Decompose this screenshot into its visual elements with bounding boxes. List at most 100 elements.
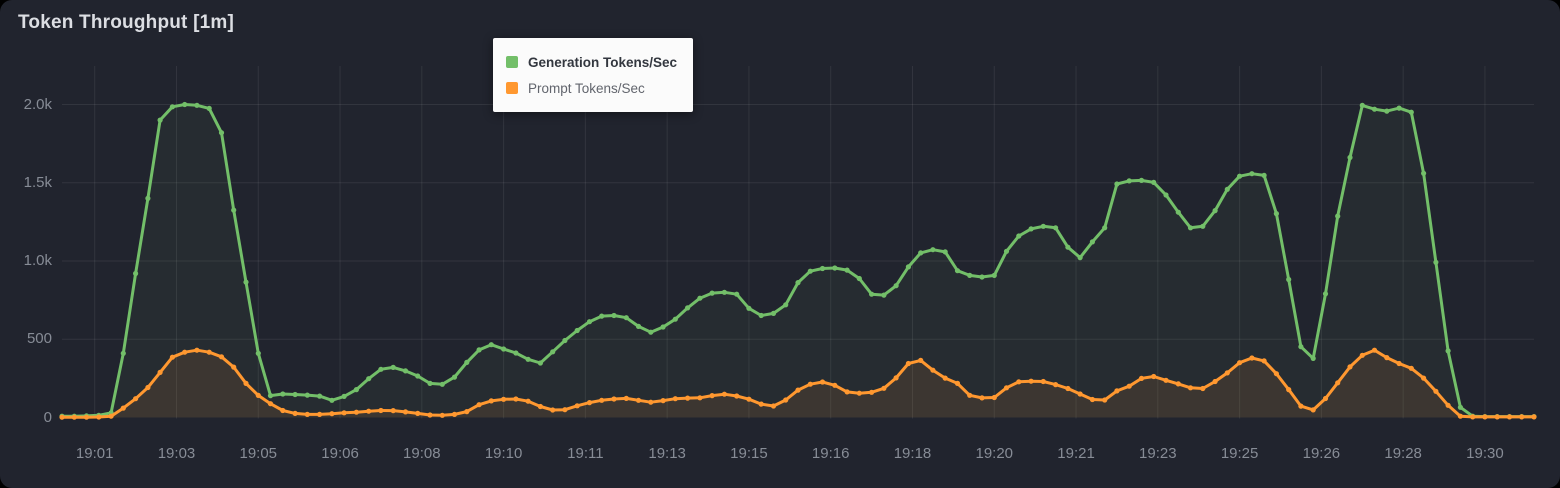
data-point	[169, 354, 175, 360]
data-point	[353, 409, 359, 415]
data-point	[611, 312, 617, 319]
data-point	[1273, 211, 1279, 217]
data-point	[1224, 186, 1230, 192]
data-point	[501, 396, 507, 402]
data-point	[1212, 208, 1218, 214]
data-point	[1053, 382, 1059, 388]
data-point	[1126, 178, 1132, 184]
data-point	[59, 414, 65, 420]
data-point	[991, 272, 997, 278]
data-point	[1138, 375, 1145, 381]
data-point	[1212, 378, 1218, 385]
data-point	[1322, 395, 1329, 402]
data-point	[770, 310, 777, 316]
data-point	[415, 410, 421, 416]
x-tick-label: 19:16	[811, 445, 850, 462]
data-point	[930, 247, 936, 253]
data-point	[451, 374, 458, 380]
data-point	[697, 395, 703, 401]
data-point	[893, 283, 899, 289]
data-point	[120, 405, 126, 411]
x-tick-label: 19:20	[975, 445, 1014, 462]
data-point	[243, 380, 249, 386]
data-point	[648, 329, 654, 335]
data-point	[660, 324, 666, 330]
data-point	[182, 349, 188, 355]
legend-series-label: Prompt Tokens/Sec	[528, 80, 645, 96]
y-tick-label: 500	[26, 330, 52, 348]
data-point	[1286, 387, 1292, 393]
data-point	[1237, 173, 1243, 179]
data-point	[1102, 397, 1108, 403]
data-point	[832, 382, 838, 388]
data-point	[169, 104, 175, 110]
y-tick-label: 2.0k	[23, 95, 52, 113]
data-point	[1531, 414, 1537, 420]
data-point	[991, 394, 997, 401]
data-point	[145, 384, 151, 391]
data-point	[1102, 225, 1108, 231]
legend-row: Prompt Tokens/Sec	[506, 75, 677, 101]
data-point	[1089, 239, 1095, 245]
x-tick-label: 19:21	[1057, 445, 1095, 462]
data-point	[869, 389, 875, 395]
data-point	[1445, 402, 1451, 408]
data-point	[292, 391, 298, 398]
data-point	[1089, 396, 1095, 403]
data-point	[206, 105, 212, 111]
data-point	[979, 274, 985, 280]
data-point	[1359, 102, 1365, 108]
data-point	[930, 367, 936, 373]
data-point	[194, 102, 200, 108]
data-point	[1016, 233, 1022, 239]
data-point	[905, 264, 912, 270]
x-tick-label: 19:11	[567, 445, 604, 462]
data-point	[513, 396, 519, 402]
grid-lines	[62, 66, 1534, 419]
data-point	[71, 414, 77, 420]
data-point	[1114, 181, 1120, 187]
data-point	[1494, 414, 1500, 420]
data-point	[844, 267, 850, 273]
legend-color-swatch-icon	[506, 56, 518, 68]
data-point	[635, 323, 642, 329]
data-point	[1347, 154, 1353, 161]
data-point	[819, 265, 826, 272]
data-point	[1138, 177, 1145, 183]
data-point	[550, 407, 556, 413]
data-point	[599, 397, 605, 403]
data-point	[390, 408, 396, 414]
data-point	[341, 410, 347, 416]
data-point	[1151, 373, 1157, 380]
data-point	[1408, 365, 1414, 371]
data-point	[304, 392, 310, 398]
data-point	[267, 401, 274, 407]
data-point	[1433, 388, 1439, 394]
data-point	[672, 316, 678, 322]
data-point	[1335, 380, 1341, 386]
data-point	[1371, 347, 1378, 353]
data-point	[856, 275, 862, 282]
data-point	[721, 289, 728, 295]
data-point	[366, 408, 372, 414]
data-point	[1163, 192, 1169, 198]
data-point	[1175, 381, 1181, 387]
data-point	[954, 268, 961, 274]
data-point	[182, 101, 188, 108]
data-point	[1249, 355, 1255, 361]
data-point	[378, 407, 384, 414]
data-point	[1163, 377, 1169, 383]
data-point	[1077, 391, 1083, 397]
data-point	[1310, 355, 1316, 361]
data-point	[366, 376, 372, 382]
x-tick-label: 19:18	[893, 445, 932, 462]
data-point	[734, 393, 740, 399]
data-point	[770, 403, 777, 409]
data-point	[954, 380, 961, 386]
data-point	[1065, 385, 1071, 392]
data-point	[329, 411, 335, 417]
data-point	[1028, 226, 1034, 232]
data-point	[660, 398, 666, 404]
